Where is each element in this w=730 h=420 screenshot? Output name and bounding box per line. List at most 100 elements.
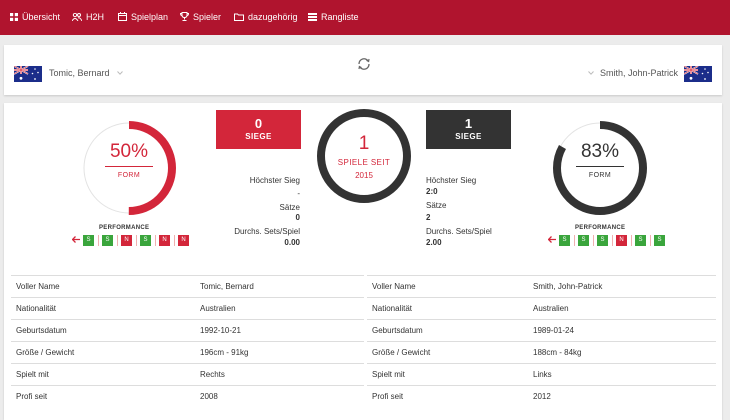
table-row: Voller Name Tomic, Bernard: [11, 275, 364, 297]
performance-separator: [593, 235, 594, 246]
wins-label-right: SIEGE: [455, 132, 482, 141]
nav-item-ubersicht[interactable]: Übersicht: [10, 0, 60, 35]
chevron-down-icon[interactable]: [588, 71, 594, 75]
stat-sets-label-left: Sätze: [279, 203, 300, 212]
table-row: Größe / Gewicht 196cm - 91kg: [11, 341, 364, 363]
row-value: Rechts: [200, 370, 225, 379]
row-value: Links: [533, 370, 552, 379]
row-label: Größe / Gewicht: [16, 348, 75, 357]
australia-flag-icon: [684, 66, 712, 82]
row-label: Nationalität: [372, 304, 413, 313]
player-left-select[interactable]: Tomic, Bernard: [49, 68, 110, 78]
form-label-right: FORM: [588, 172, 612, 179]
table-row: Profi seit 2012: [367, 385, 716, 407]
games-since-year: 2015: [355, 171, 373, 180]
wins-count-left: 0: [254, 116, 263, 131]
row-value: 1992-10-21: [200, 326, 241, 335]
row-label: Geburtsdatum: [372, 326, 423, 335]
row-label: Nationalität: [16, 304, 57, 313]
row-label: Voller Name: [372, 282, 416, 291]
calendar-icon: [118, 12, 127, 22]
users-icon: [71, 12, 83, 21]
wins-box-left: 0 SIEGE: [216, 110, 301, 149]
folder-icon: [234, 13, 244, 21]
performance-result-left: S: [83, 235, 94, 246]
wins-label-left: SIEGE: [245, 132, 272, 141]
row-label: Geburtsdatum: [16, 326, 67, 335]
row-label: Profi seit: [372, 392, 404, 401]
games-since-ring: [317, 109, 411, 203]
form-gauge-left-arc: [82, 121, 176, 215]
list-icon: [308, 12, 317, 21]
performance-separator: [631, 235, 632, 246]
performance-title-left: PERFORMANCE: [99, 225, 150, 231]
performance-result-left: N: [121, 235, 132, 246]
performance-title-right: PERFORMANCE: [575, 225, 626, 231]
stat-avg-label-left: Durchs. Sets/Spiel: [234, 227, 300, 236]
nav-label: Spieler: [193, 12, 222, 22]
top-nav: Übersicht H2H Spielplan Spieler dazugehö…: [0, 0, 730, 35]
performance-result-left: S: [140, 235, 151, 246]
wins-count-right: 1: [464, 116, 473, 131]
arrow-left-icon: [72, 236, 80, 243]
table-row: Spielt mit Links: [367, 363, 716, 385]
nav-item-h2h[interactable]: H2H: [71, 0, 104, 35]
performance-result-left: S: [102, 235, 113, 246]
performance-result-right: S: [559, 235, 570, 246]
row-label: Spielt mit: [16, 370, 49, 379]
performance-separator: [174, 235, 175, 246]
performance-result-left: N: [178, 235, 189, 246]
performance-result-right: S: [635, 235, 646, 246]
nav-item-rangliste[interactable]: Rangliste: [308, 0, 359, 35]
nav-item-dazugehorig[interactable]: dazugehörig: [234, 0, 298, 35]
performance-separator: [117, 235, 118, 246]
nav-label: dazugehörig: [248, 12, 298, 22]
row-value: Smith, John-Patrick: [533, 282, 603, 291]
row-value: 1989-01-24: [533, 326, 574, 335]
stat-sets-label-right: Sätze: [426, 201, 447, 210]
row-value: Australien: [533, 304, 569, 313]
stat-avg-value-left: 0.00: [284, 238, 300, 247]
performance-result-right: S: [597, 235, 608, 246]
table-row: Voller Name Smith, John-Patrick: [367, 275, 716, 297]
australia-flag-icon: [14, 66, 42, 82]
performance-separator: [155, 235, 156, 246]
table-row: Größe / Gewicht 188cm - 84kg: [367, 341, 716, 363]
row-label: Spielt mit: [372, 370, 405, 379]
stat-avg-label-right: Durchs. Sets/Spiel: [426, 227, 492, 236]
wins-box-right: 1 SIEGE: [426, 110, 511, 149]
nav-label: Übersicht: [22, 12, 61, 22]
swap-refresh-icon[interactable]: [357, 57, 371, 71]
chevron-down-icon[interactable]: [117, 71, 123, 75]
arrow-left-icon: [548, 236, 556, 243]
table-row: Nationalität Australien: [367, 297, 716, 319]
form-label-left: FORM: [117, 172, 141, 179]
form-value-left: 50%: [109, 141, 149, 162]
table-row: Geburtsdatum 1992-10-21: [11, 319, 364, 341]
player-right-select[interactable]: Smith, John-Patrick: [599, 68, 678, 78]
stat-highest-value-right: 2:0: [426, 187, 438, 196]
nav-item-spieler[interactable]: Spieler: [179, 0, 222, 35]
nav-label: Rangliste: [321, 12, 359, 22]
trophy-icon: [179, 12, 190, 22]
stat-sets-value-right: 2: [426, 213, 431, 222]
performance-separator: [650, 235, 651, 246]
table-row: Nationalität Australien: [11, 297, 364, 319]
games-since-label: SPIELE SEIT: [337, 158, 391, 167]
table-row: Profi seit 2008: [11, 385, 364, 407]
stat-highest-label-left: Höchster Sieg: [249, 176, 300, 185]
performance-result-right: S: [654, 235, 665, 246]
games-count: 1: [358, 133, 370, 154]
nav-item-spielplan[interactable]: Spielplan: [118, 0, 168, 35]
table-row: Geburtsdatum 1989-01-24: [367, 319, 716, 341]
form-divider-right: [576, 166, 624, 167]
row-label: Profi seit: [16, 392, 48, 401]
performance-separator: [574, 235, 575, 246]
table-row: Spielt mit Rechts: [11, 363, 364, 385]
row-value: 196cm - 91kg: [200, 348, 249, 357]
stat-highest-label-right: Höchster Sieg: [426, 176, 477, 185]
performance-result-right: N: [616, 235, 627, 246]
player-select-panel: Tomic, Bernard Smith, John-Patrick: [4, 45, 722, 95]
performance-result-left: N: [159, 235, 170, 246]
